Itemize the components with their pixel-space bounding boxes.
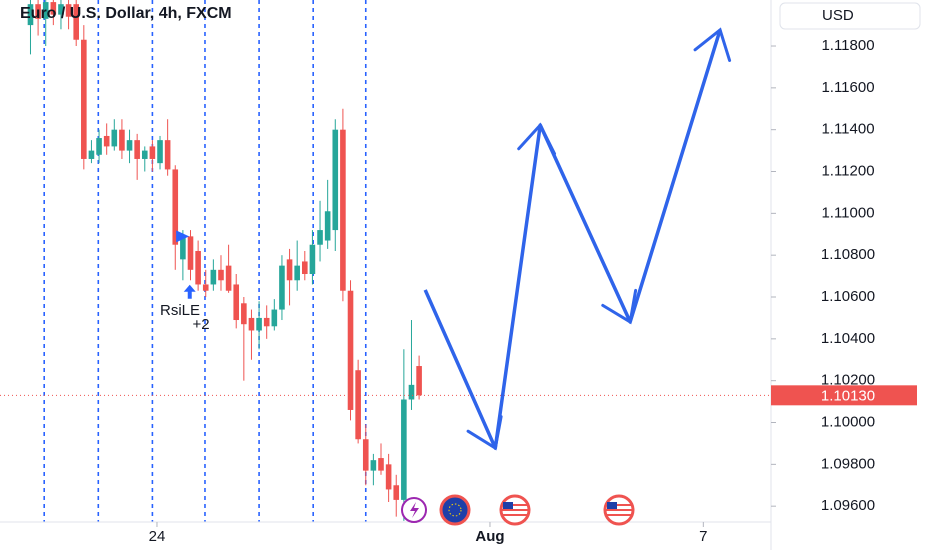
event-icon-glyph [410, 502, 419, 518]
candle-body [27, 4, 34, 26]
candle-body [88, 150, 95, 159]
candle-body [195, 250, 201, 285]
candle-body [317, 230, 323, 245]
event-icons [401, 494, 635, 526]
candle-body [35, 4, 41, 19]
candle-body [187, 236, 194, 270]
candle-body [385, 464, 392, 490]
candle-body [218, 269, 224, 281]
y-tick-label: 1.11800 [821, 37, 874, 54]
candle-body [309, 244, 316, 275]
signal-triangle [176, 230, 190, 243]
candle-body [141, 150, 148, 159]
signal-arrow [183, 284, 196, 299]
y-tick-label: 1.09600 [821, 497, 875, 514]
candle-body [301, 261, 308, 275]
y-tick-label: 1.11400 [821, 121, 874, 138]
arrow-head [466, 415, 503, 451]
candle-body [378, 458, 384, 471]
candle-body [347, 290, 354, 410]
event-icon-glyph [607, 502, 617, 509]
annotation: +2 [192, 316, 209, 333]
x-tick-label: 24 [149, 528, 166, 545]
candle-body [111, 129, 118, 147]
candle-body [408, 384, 415, 400]
candle-body [58, 4, 64, 15]
candle-body [164, 140, 171, 170]
candle-body [210, 269, 217, 285]
price-label-box [771, 385, 917, 406]
candle-body [256, 317, 262, 331]
candle-body [134, 140, 140, 159]
candle-body [416, 366, 422, 396]
candle-body [126, 140, 133, 151]
chart-title: Euro / U.S. Dollar, 4h, FXCM [20, 5, 232, 22]
candle-body [355, 370, 361, 440]
candle-body [73, 4, 79, 40]
y-tick-label: 1.11600 [821, 79, 874, 96]
candle-body [233, 284, 240, 321]
y-tick-label: 1.11000 [821, 204, 874, 221]
y-tick-label: 1.11200 [821, 162, 874, 179]
currency-button[interactable] [779, 2, 921, 30]
candle-body [393, 485, 400, 500]
candle-body [50, 2, 57, 15]
candle-body [172, 169, 179, 245]
candle-body [81, 39, 87, 159]
candle-body [96, 138, 102, 155]
y-tick-label: 1.10600 [821, 288, 875, 305]
y-tick-label: 1.10800 [821, 246, 875, 263]
candle-body [241, 303, 247, 325]
arrow-head [693, 27, 732, 62]
candle-body [263, 317, 270, 327]
event-icon-glyph [448, 503, 462, 517]
candle-body [340, 129, 346, 291]
annotation: RsiLE [160, 302, 200, 319]
candle-body [202, 284, 209, 291]
x-tick-label: 7 [699, 528, 707, 545]
candle-body [279, 265, 285, 310]
arrow-head [517, 122, 557, 156]
candle-body [332, 129, 339, 231]
candle-body [149, 146, 156, 159]
candle-body [271, 309, 278, 327]
candle-body [65, 4, 72, 17]
candle-body [286, 259, 293, 281]
event-icon-glyph [503, 502, 513, 509]
candle-body [42, 2, 49, 19]
candle-body [103, 135, 110, 147]
x-tick-label: Aug [475, 528, 504, 545]
price-label: 1.10130 [821, 387, 875, 404]
candle-body [294, 265, 300, 281]
y-tick-label: 1.09800 [821, 455, 875, 472]
candle-body [157, 140, 163, 164]
y-tick-label: 1.10200 [821, 372, 875, 389]
y-tick-label: 1.10400 [821, 330, 875, 347]
candle-body [225, 265, 232, 291]
currency[interactable]: USD [822, 7, 854, 24]
event-icon[interactable] [439, 494, 471, 526]
candle-body [362, 439, 369, 471]
candle-body [324, 211, 331, 241]
candle-body [180, 236, 186, 260]
candle-body [119, 129, 125, 151]
candle-body [401, 399, 407, 500]
candle-body [248, 317, 255, 331]
arrow-head [601, 288, 638, 325]
plot-area [27, 0, 422, 522]
candle-body [370, 460, 377, 471]
y-tick-label: 1.10000 [821, 413, 875, 430]
